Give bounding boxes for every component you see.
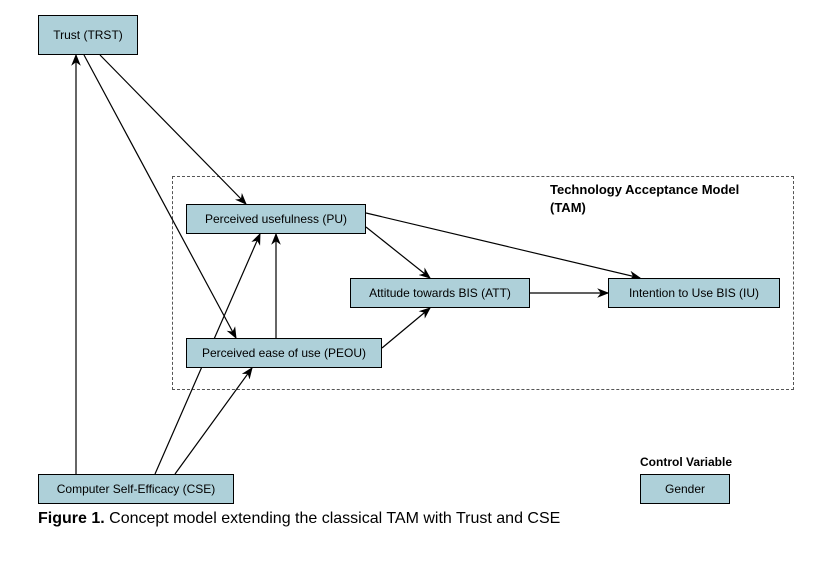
node-cse: Computer Self-Efficacy (CSE): [38, 474, 234, 504]
label-text: Technology Acceptance Model: [550, 182, 739, 197]
node-label: Perceived usefulness (PU): [205, 212, 347, 226]
label-text: Control Variable: [640, 455, 732, 469]
figure-caption: Figure 1. Concept model extending the cl…: [38, 510, 560, 528]
node-label: Gender: [665, 482, 705, 496]
node-label: Intention to Use BIS (IU): [629, 286, 759, 300]
node-trst: Trust (TRST): [38, 15, 138, 55]
node-gender: Gender: [640, 474, 730, 504]
node-label: Computer Self-Efficacy (CSE): [57, 482, 216, 496]
node-label: Attitude towards BIS (ATT): [369, 286, 511, 300]
tam-title-line2: (TAM): [550, 200, 586, 215]
node-peou: Perceived ease of use (PEOU): [186, 338, 382, 368]
control-variable-label: Control Variable: [640, 455, 732, 469]
node-label: Trust (TRST): [53, 28, 123, 42]
node-label: Perceived ease of use (PEOU): [202, 346, 366, 360]
caption-prefix: Figure 1.: [38, 510, 105, 527]
label-text: (TAM): [550, 200, 586, 215]
tam-title-line1: Technology Acceptance Model: [550, 182, 739, 197]
node-att: Attitude towards BIS (ATT): [350, 278, 530, 308]
node-iu: Intention to Use BIS (IU): [608, 278, 780, 308]
node-pu: Perceived usefulness (PU): [186, 204, 366, 234]
caption-text: Concept model extending the classical TA…: [105, 510, 561, 527]
diagram-canvas: Trust (TRST) Perceived usefulness (PU) P…: [0, 0, 831, 574]
